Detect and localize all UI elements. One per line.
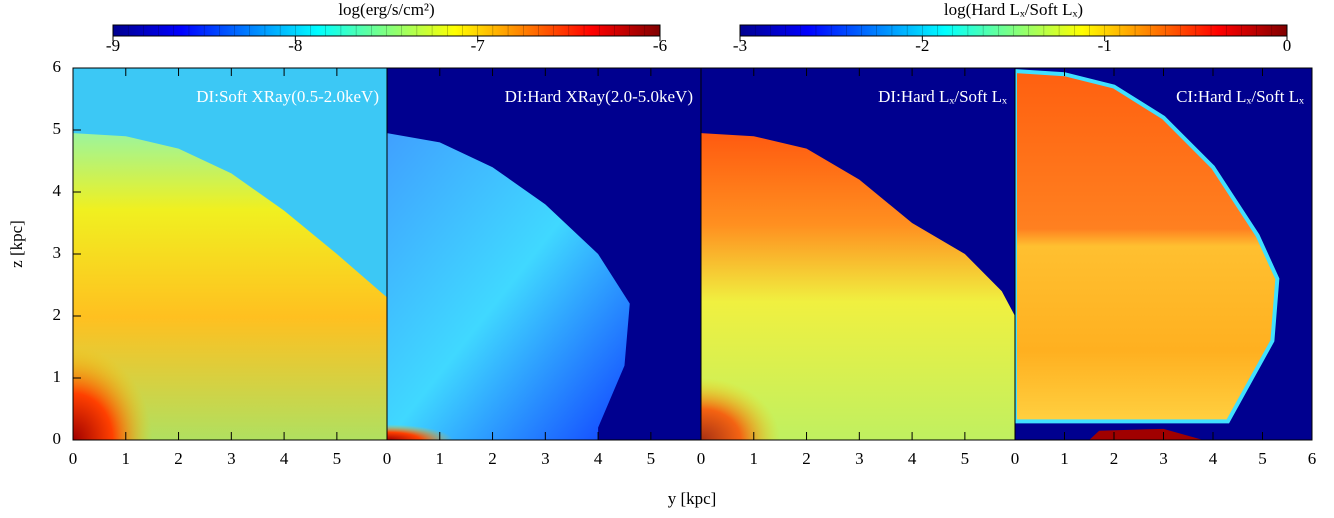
emission-region (387, 133, 630, 440)
x-tick-label: 2 (1110, 449, 1119, 468)
x-tick-label: 1 (750, 449, 759, 468)
x-tick-label: 2 (174, 449, 183, 468)
x-tick-label: 4 (1209, 449, 1218, 468)
colorbar-tick-label: -6 (653, 36, 667, 55)
x-tick-label: 1 (122, 449, 131, 468)
panel-image (387, 68, 701, 440)
y-tick-label: 0 (53, 429, 62, 448)
x-tick-label: 0 (383, 449, 392, 468)
y-tick-label: 1 (53, 367, 62, 386)
x-tick-label: 3 (541, 449, 550, 468)
colorbar-tick-label: -2 (915, 36, 929, 55)
x-tick-label: 0 (69, 449, 78, 468)
colorbar-tick-label: -7 (471, 36, 486, 55)
colorbar-label: log(erg/s/cm²) (338, 0, 434, 19)
panel-image (73, 68, 387, 440)
x-tick-label: 1 (436, 449, 445, 468)
x-tick-label: 3 (227, 449, 236, 468)
x-tick-label: 1 (1060, 449, 1069, 468)
x-tick-label: 3 (1159, 449, 1168, 468)
x-tick-label: 0 (1011, 449, 1020, 468)
x-tick-label: 5 (647, 449, 656, 468)
panel-title: DI:Hard Lₓ/Soft Lₓ (878, 87, 1007, 106)
x-tick-label: 6 (1308, 449, 1317, 468)
hot-region (387, 409, 519, 440)
hot-region (1089, 428, 1204, 440)
colorbar-tick-label: 0 (1283, 36, 1292, 55)
panel-title: CI:Hard Lₓ/Soft Lₓ (1176, 87, 1304, 106)
panel-title: DI:Hard XRay(2.0-5.0keV) (505, 87, 693, 106)
x-tick-label: 4 (280, 449, 289, 468)
colorbar-tick-label: -8 (288, 36, 302, 55)
x-tick-label: 4 (908, 449, 917, 468)
x-tick-label: 0 (697, 449, 706, 468)
x-axis-label: y [kpc] (668, 489, 717, 508)
x-tick-label: 3 (855, 449, 864, 468)
panel-image (701, 68, 1015, 440)
hot-region (701, 316, 860, 440)
x-tick-label: 2 (488, 449, 497, 468)
x-tick-label: 5 (961, 449, 970, 468)
y-tick-label: 2 (53, 305, 62, 324)
panel-title: DI:Soft XRay(0.5-2.0keV) (196, 87, 379, 106)
colorbar-label: log(Hard Lₓ/Soft Lₓ) (944, 0, 1083, 19)
emission-region (1015, 69, 1280, 424)
colorbar-tick-label: -1 (1098, 36, 1112, 55)
y-tick-label: 4 (53, 181, 62, 200)
panel-image (1015, 68, 1312, 440)
hot-region (73, 254, 232, 440)
x-tick-label: 4 (594, 449, 603, 468)
x-tick-label: 2 (802, 449, 811, 468)
x-tick-label: 5 (1258, 449, 1267, 468)
y-tick-label: 3 (53, 243, 62, 262)
colorbar-tick-label: -3 (733, 36, 747, 55)
y-axis-label: z [kpc] (7, 220, 26, 268)
y-tick-label: 5 (53, 119, 62, 138)
x-tick-label: 5 (333, 449, 342, 468)
colorbar-tick-label: -9 (106, 36, 120, 55)
y-tick-label: 6 (53, 57, 62, 76)
